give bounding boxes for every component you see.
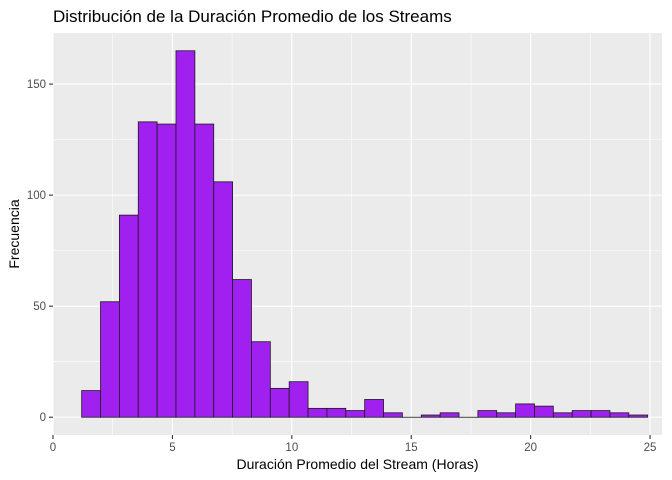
histogram-bars bbox=[81, 50, 649, 418]
histogram-bar bbox=[175, 50, 196, 418]
histogram-bar bbox=[81, 390, 101, 418]
x-tick-label: 10 bbox=[285, 442, 298, 454]
histogram-bar bbox=[383, 412, 403, 418]
grid-major bbox=[52, 33, 662, 435]
histogram-bar bbox=[288, 381, 309, 418]
histogram-bar bbox=[609, 412, 630, 418]
histogram-bar bbox=[269, 387, 290, 418]
histogram-bar bbox=[515, 403, 535, 418]
histogram-bar bbox=[590, 410, 611, 418]
histogram-bar bbox=[477, 410, 498, 418]
histogram-bar bbox=[326, 407, 347, 418]
histogram-bar bbox=[232, 279, 252, 418]
x-tick-label: 25 bbox=[644, 442, 657, 454]
histogram-bar bbox=[213, 181, 233, 418]
histogram-bar bbox=[345, 410, 366, 418]
histogram-bar bbox=[534, 405, 554, 418]
x-tick-label: 5 bbox=[169, 442, 175, 454]
histogram-bar bbox=[552, 412, 573, 418]
x-axis-title: Duración Promedio del Stream (Horas) bbox=[237, 456, 479, 472]
histogram-bar bbox=[251, 341, 271, 418]
histogram-bar bbox=[100, 301, 120, 418]
histogram-bar bbox=[137, 121, 158, 418]
histogram-bar bbox=[628, 414, 649, 418]
histogram-bar bbox=[496, 412, 517, 418]
histogram-bar bbox=[439, 412, 460, 418]
x-tick-label: 20 bbox=[524, 442, 537, 454]
x-axis: 0 5 10 15 20 25 bbox=[50, 435, 657, 454]
y-axis-title: Frecuencia bbox=[6, 199, 22, 268]
histogram-bar bbox=[118, 214, 139, 418]
x-tick-label: 15 bbox=[405, 442, 418, 454]
histogram-bar bbox=[194, 123, 215, 418]
x-tick-label: 0 bbox=[50, 442, 56, 454]
y-tick-label: 0 bbox=[40, 412, 46, 424]
y-axis: 0 50 100 150 bbox=[27, 79, 53, 424]
histogram-bar bbox=[364, 399, 384, 418]
y-tick-label: 150 bbox=[27, 79, 46, 91]
histogram-bar bbox=[156, 123, 177, 418]
chart-title: Distribución de la Duración Promedio de … bbox=[53, 7, 452, 26]
y-tick-label: 50 bbox=[33, 301, 46, 313]
histogram-bar bbox=[420, 414, 441, 418]
histogram-bar bbox=[307, 407, 328, 418]
y-tick-label: 100 bbox=[27, 190, 46, 202]
histogram-bar bbox=[571, 410, 592, 418]
